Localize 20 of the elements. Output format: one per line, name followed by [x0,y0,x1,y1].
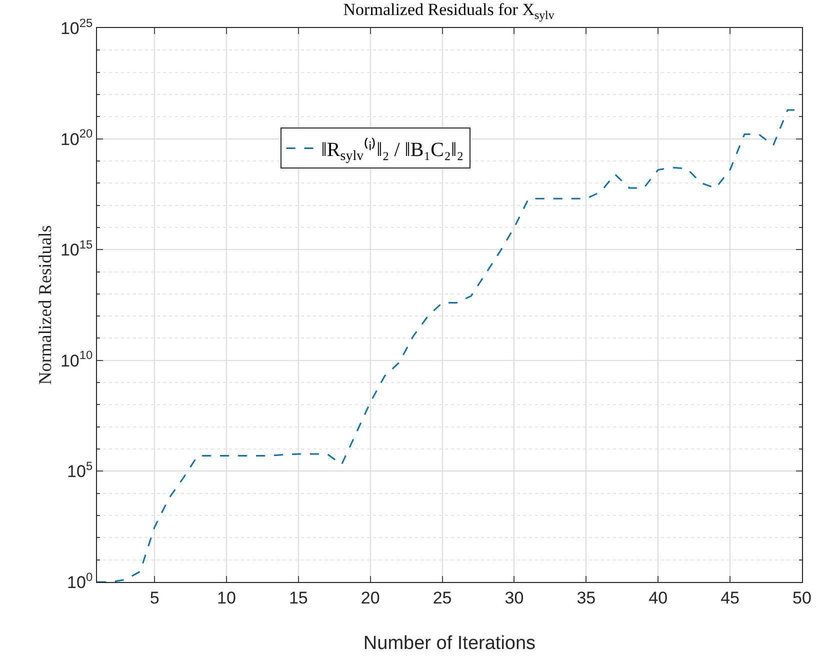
x-tick-label: 35 [576,588,596,608]
x-tick-label: 15 [288,588,308,608]
x-tick-label: 5 [150,588,160,608]
x-tick-label: 50 [792,588,812,608]
x-tick-label: 40 [648,588,668,608]
y-tick-label: 10$^{25}$ [60,16,93,38]
x-tick-label: 45 [720,588,740,608]
x-axis-title: Number of Iterations [363,633,536,654]
y-tick-label: 10$^{0}$ [67,570,93,592]
x-tick-label: 25 [432,588,452,608]
chart-title: Normalized Residuals for X$_{sylv}$ [343,0,554,22]
legend-label: ‖R$_{sylv}$⁽ⁱ⁾‖₂ / ‖B₁C₂‖₂ [321,137,464,164]
y-tick-label: 10$^{10}$ [60,348,93,370]
x-tick-label: 10 [217,588,236,608]
y-tick-label: 10$^{5}$ [67,459,93,482]
y-tick-label: 10$^{15}$ [60,237,93,260]
y-tick-label: 10$^{20}$ [60,126,93,149]
x-tick-label: 20 [360,588,380,608]
x-tick-label: 30 [504,588,524,608]
y-axis-title: Normalized Residuals [35,225,55,385]
